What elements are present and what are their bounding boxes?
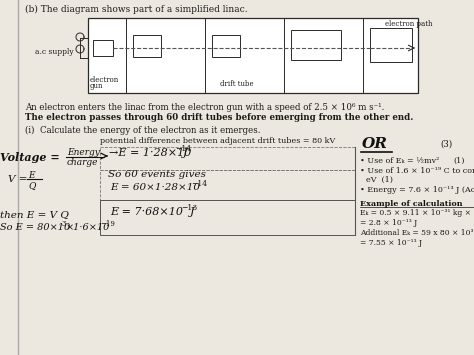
Bar [291,30,341,60]
Text: • Use of Eₖ = ½mv²: • Use of Eₖ = ½mv² [360,157,439,165]
Text: • Energy = 7.6 × 10⁻¹³ J (Accept: • Energy = 7.6 × 10⁻¹³ J (Accept [360,186,474,194]
Text: Q: Q [28,181,36,190]
Text: −14: −14 [191,180,207,188]
Text: Energy: Energy [67,148,100,157]
Text: E = 60×1·28×10: E = 60×1·28×10 [110,183,200,192]
Text: −13: −13 [181,204,197,212]
Text: then E = V Q: then E = V Q [0,210,69,219]
Text: (i)  Calculate the energy of the electron as it emerges.: (i) Calculate the energy of the electron… [25,126,261,135]
Text: →E = 1·28×10: →E = 1·28×10 [109,148,191,158]
Bar [93,40,113,56]
Bar [100,147,355,170]
Text: So 60 events gives: So 60 events gives [108,170,206,179]
Text: OR: OR [362,137,388,151]
Text: a.c supply: a.c supply [35,48,73,56]
Text: (b) The diagram shows part of a simplified linac.: (b) The diagram shows part of a simplifi… [25,5,247,14]
Bar [133,35,161,57]
Bar [212,35,240,57]
Text: electron path: electron path [385,20,432,28]
Bar [88,18,418,93]
Text: So E = 80×10: So E = 80×10 [0,223,70,232]
Text: Additional Eₖ = 59 x 80 × 10³ V ×: Additional Eₖ = 59 x 80 × 10³ V × [360,229,474,237]
Bar [370,28,412,62]
Text: = 2.8 × 10⁻¹³ J: = 2.8 × 10⁻¹³ J [360,219,417,227]
Text: −19: −19 [100,220,115,228]
Text: (1): (1) [453,157,465,165]
Text: E = 7·68×10: E = 7·68×10 [110,207,183,217]
Text: Example of calculation: Example of calculation [360,200,463,208]
Text: eV  (1): eV (1) [366,176,393,184]
Text: drift tube: drift tube [220,80,254,88]
Text: electron: electron [90,76,119,84]
Text: = 7.55 × 10⁻¹³ J: = 7.55 × 10⁻¹³ J [360,239,422,247]
Bar [100,200,355,235]
Text: J: J [183,148,188,158]
Text: ×1·6×10: ×1·6×10 [66,223,110,232]
Text: 3: 3 [62,220,66,228]
Bar [100,170,355,200]
Text: Eₖ = 0.5 × 9.11 × 10⁻³¹ kg × (2.5 ×: Eₖ = 0.5 × 9.11 × 10⁻³¹ kg × (2.5 × [360,209,474,217]
Text: (3): (3) [440,140,452,149]
Text: potential difference between adjacent drift tubes = 80 kV: potential difference between adjacent dr… [100,137,335,145]
Text: J: J [190,207,194,217]
Text: • Use of 1.6 × 10⁻¹⁹ C to convert: • Use of 1.6 × 10⁻¹⁹ C to convert [360,167,474,175]
Text: E: E [28,171,35,180]
Text: V =: V = [8,175,27,184]
Text: An electron enters the linac from the electron gun with a speed of 2.5 × 10⁶ m s: An electron enters the linac from the el… [25,103,384,112]
Text: Voltage =: Voltage = [0,152,60,163]
Text: gun: gun [90,82,103,90]
Text: charge: charge [67,158,99,167]
Text: The electron passes through 60 drift tubes before emerging from the other end.: The electron passes through 60 drift tub… [25,113,413,122]
Text: −14: −14 [175,145,191,153]
